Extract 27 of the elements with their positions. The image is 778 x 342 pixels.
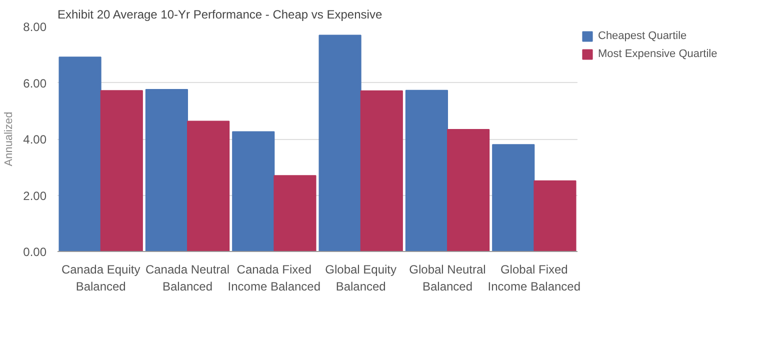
bar — [360, 90, 403, 252]
legend-label: Cheapest Quartile — [598, 30, 687, 42]
x-tick-label: Canada Fixed Income Balanced — [228, 262, 321, 294]
bar — [274, 175, 316, 252]
y-tick-label: 6.00 — [23, 76, 47, 90]
y-tick-label: 4.00 — [23, 132, 47, 146]
bar — [492, 144, 535, 252]
bar — [318, 34, 362, 252]
x-tick-label: Global Equity Balanced — [325, 262, 397, 294]
bar — [447, 128, 490, 252]
bar — [58, 56, 102, 252]
y-tick-label: 2.00 — [23, 188, 47, 203]
x-tick-label: Global Fixed Income Balanced — [488, 262, 581, 294]
bar — [405, 90, 448, 252]
bar — [145, 89, 188, 252]
y-axis-title: Annualized — [3, 112, 16, 166]
chart-title: Exhibit 20 Average 10-Yr Performance - Cheap vs Expensive — [58, 8, 382, 22]
x-tick-label: Canada Neutral Balanced — [145, 262, 230, 294]
y-tick-label: 0.00 — [23, 245, 47, 259]
legend-label: Most Expensive Quartile — [598, 48, 718, 60]
bar — [534, 180, 576, 252]
x-tick-label: Global Neutral Balanced — [409, 262, 486, 294]
bar — [187, 120, 230, 252]
y-tick-label: 8.00 — [23, 20, 47, 34]
bar — [100, 90, 143, 252]
x-tick-label: Canada Equity Balanced — [61, 262, 140, 294]
bar — [232, 131, 275, 252]
